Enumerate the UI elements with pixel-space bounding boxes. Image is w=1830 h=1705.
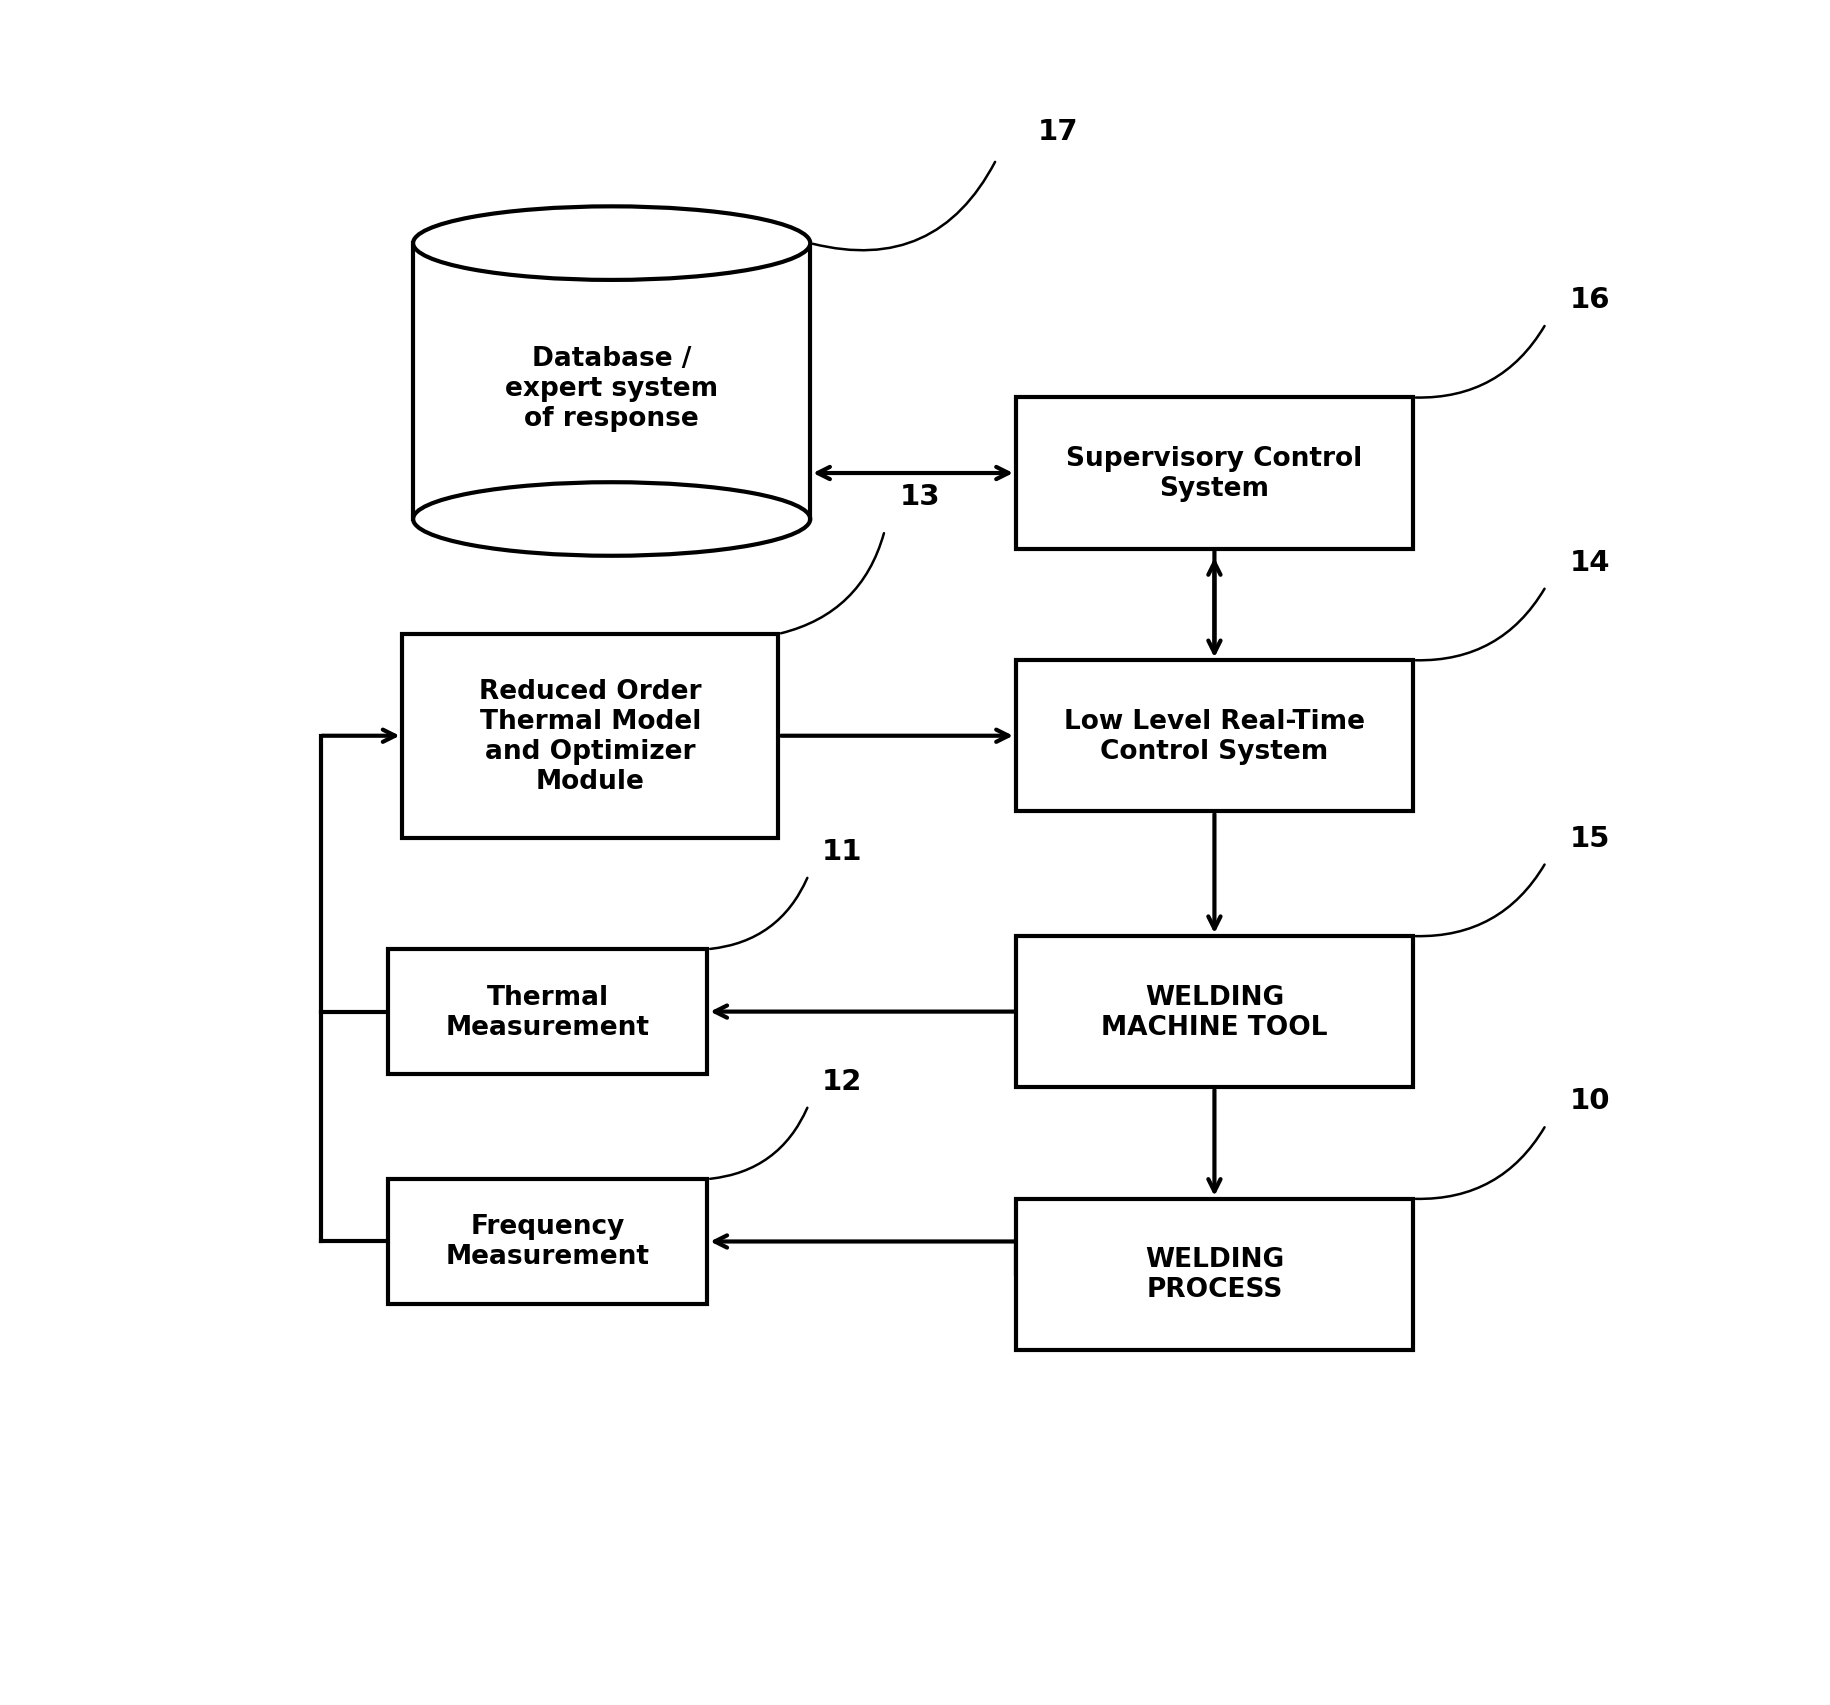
Bar — [1016, 662, 1413, 812]
Text: 15: 15 — [1570, 824, 1610, 852]
Text: 17: 17 — [1038, 118, 1078, 147]
Bar — [1016, 936, 1413, 1088]
Text: Frequency
Measurement: Frequency Measurement — [447, 1214, 650, 1270]
Text: 14: 14 — [1570, 549, 1610, 576]
Text: WELDING
MACHINE TOOL: WELDING MACHINE TOOL — [1102, 984, 1329, 1040]
Text: WELDING
PROCESS: WELDING PROCESS — [1146, 1246, 1285, 1303]
Bar — [388, 1180, 708, 1304]
Text: 12: 12 — [822, 1067, 862, 1095]
Bar — [388, 950, 708, 1074]
Text: Database /
expert system
of response: Database / expert system of response — [505, 346, 717, 431]
Text: Supervisory Control
System: Supervisory Control System — [1067, 445, 1363, 501]
Text: 16: 16 — [1570, 286, 1610, 314]
Text: Reduced Order
Thermal Model
and Optimizer
Module: Reduced Order Thermal Model and Optimize… — [479, 679, 701, 795]
Bar — [1016, 1199, 1413, 1350]
Text: Thermal
Measurement: Thermal Measurement — [447, 984, 650, 1040]
Ellipse shape — [414, 208, 811, 281]
Text: 10: 10 — [1570, 1086, 1610, 1115]
Bar — [403, 634, 778, 839]
Bar — [1016, 399, 1413, 549]
Text: 13: 13 — [900, 483, 941, 511]
Text: 11: 11 — [822, 837, 862, 864]
Text: Low Level Real-Time
Control System: Low Level Real-Time Control System — [1063, 708, 1365, 764]
